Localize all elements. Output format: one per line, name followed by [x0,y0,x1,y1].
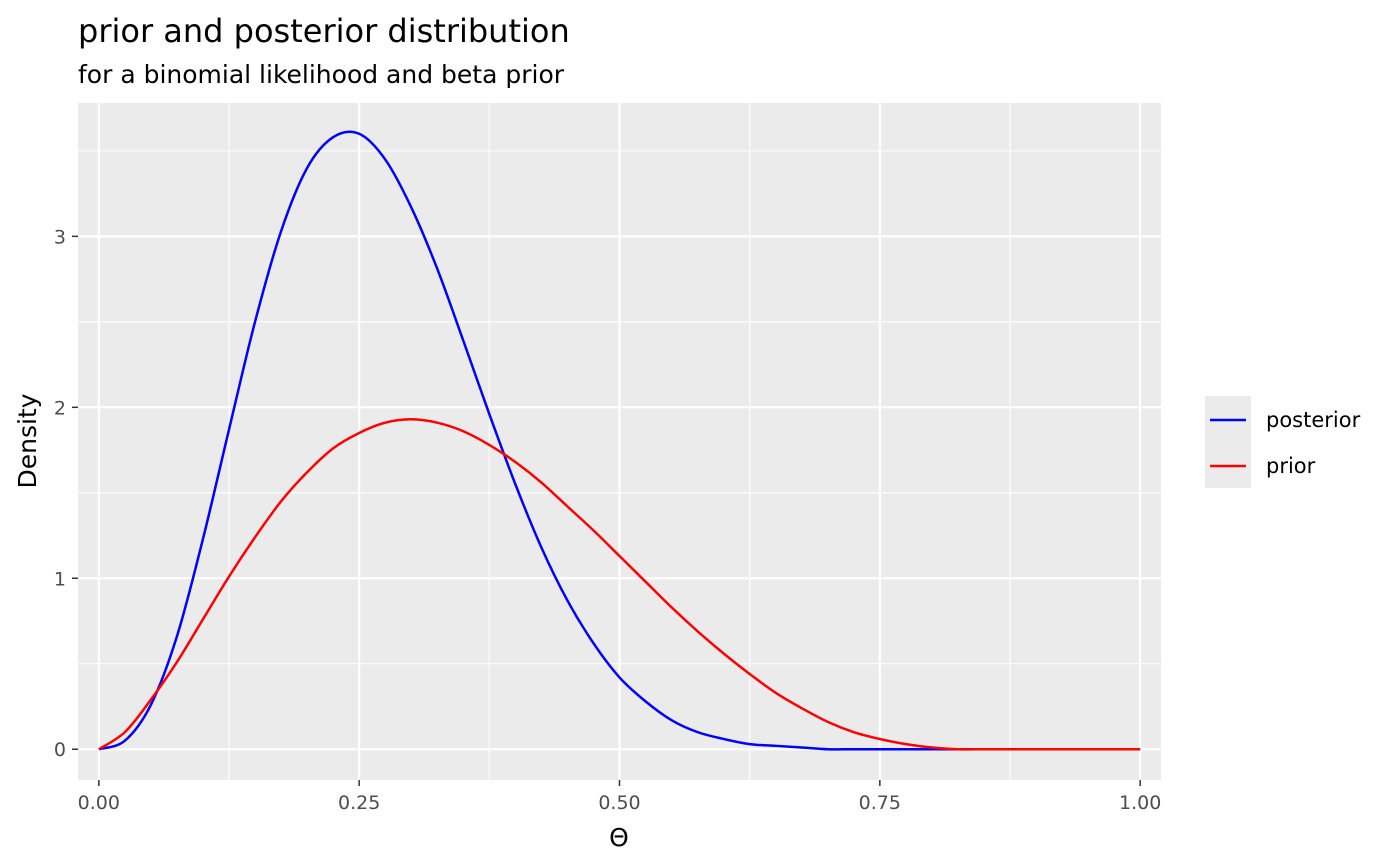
x-tick-label: 0.00 [78,792,120,814]
y-axis: 0 1 2 3 [54,226,78,761]
x-axis: 0.00 0.25 0.50 0.75 1.00 [78,780,1161,814]
legend: posterior prior [1205,396,1361,488]
x-axis-title: Θ [609,823,629,852]
chart-subtitle: for a binomial likelihood and beta prior [78,60,565,89]
x-tick-label: 0.25 [338,792,380,814]
series-line-prior [98,418,1141,751]
y-tick-label: 1 [54,568,66,590]
x-tick-label: 1.00 [1119,792,1161,814]
series-lines [98,130,1141,751]
legend-label-prior: prior [1266,454,1316,478]
y-tick-label: 3 [54,226,66,248]
y-tick-label: 2 [54,397,66,419]
major-gridlines [78,103,1161,780]
chart-title: prior and posterior distribution [78,12,570,50]
y-tick-label: 0 [54,739,66,761]
x-tick-label: 0.75 [859,792,901,814]
x-tick-label: 0.50 [598,792,640,814]
y-axis-title: Density [13,393,42,488]
legend-key-background [1205,396,1251,488]
legend-label-posterior: posterior [1266,408,1361,432]
